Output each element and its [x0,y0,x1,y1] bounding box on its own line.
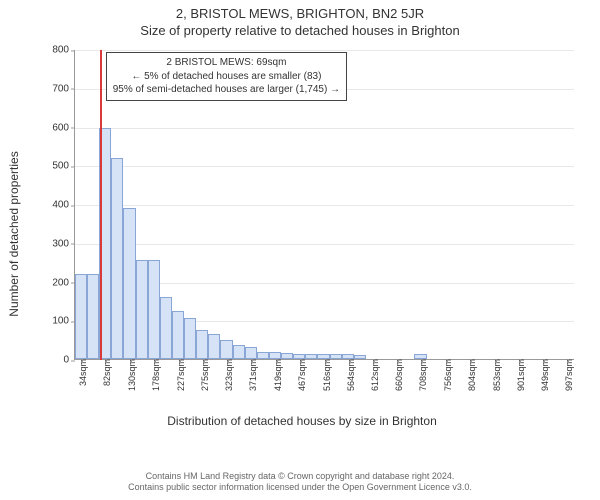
chart: Number of detached properties 0100200300… [22,44,582,424]
footer-line-1: Contains HM Land Registry data © Crown c… [0,471,600,483]
x-tick-label: 516sqm [320,359,332,391]
histogram-bar [172,311,184,359]
property-infobox: 2 BRISTOL MEWS: 69sqm← 5% of detached ho… [106,52,347,101]
x-axis-label: Distribution of detached houses by size … [22,414,582,428]
x-tick-label: 660sqm [392,359,404,391]
x-tick-label: 708sqm [416,359,428,391]
page-root: 2, BRISTOL MEWS, BRIGHTON, BN2 5JR Size … [0,0,600,500]
x-tick-label: 612sqm [368,359,380,391]
page-subtitle: Size of property relative to detached ho… [0,21,600,38]
histogram-bar [184,318,196,359]
footer-attribution: Contains HM Land Registry data © Crown c… [0,471,600,494]
histogram-bar [136,260,148,359]
x-tick-mark [496,359,497,363]
x-tick-label: 227sqm [174,359,186,391]
histogram-bar [111,158,123,360]
x-tick-mark [568,359,569,363]
y-tick-label: 0 [63,355,75,366]
histogram-bar [257,352,269,359]
x-tick-label: 178sqm [149,359,161,391]
y-tick-label: 800 [52,45,75,56]
x-tick-label: 275sqm [198,359,210,391]
x-tick-mark [228,359,229,363]
histogram-bar [233,345,245,359]
y-tick-label: 100 [52,316,75,327]
histogram-bar [305,354,317,359]
infobox-line-1: 2 BRISTOL MEWS: 69sqm [113,56,340,70]
x-tick-mark [520,359,521,363]
histogram-bar [87,274,99,359]
gridline [75,50,574,51]
x-tick-mark [447,359,448,363]
x-tick-mark [544,359,545,363]
x-tick-mark [350,359,351,363]
property-marker-line [100,50,102,360]
x-tick-mark [422,359,423,363]
x-tick-label: 564sqm [344,359,356,391]
x-tick-label: 804sqm [465,359,477,391]
histogram-bar [148,260,160,359]
x-tick-label: 901sqm [514,359,526,391]
histogram-bar [160,297,172,359]
x-tick-label: 467sqm [295,359,307,391]
y-tick-label: 700 [52,83,75,94]
x-tick-mark [131,359,132,363]
gridline [75,205,574,206]
x-tick-label: 130sqm [125,359,137,391]
histogram-bar [208,334,220,359]
x-tick-label: 853sqm [490,359,502,391]
x-tick-mark [106,359,107,363]
x-tick-label: 997sqm [562,359,574,391]
x-tick-mark [326,359,327,363]
gridline [75,166,574,167]
x-tick-label: 82sqm [100,359,112,386]
x-tick-mark [204,359,205,363]
y-tick-label: 500 [52,161,75,172]
y-tick-label: 400 [52,200,75,211]
x-tick-mark [252,359,253,363]
x-tick-mark [471,359,472,363]
y-tick-label: 300 [52,238,75,249]
infobox-line-3: 95% of semi-detached houses are larger (… [113,83,340,97]
gridline [75,244,574,245]
x-tick-mark [301,359,302,363]
y-tick-label: 200 [52,277,75,288]
x-tick-label: 34sqm [76,359,88,386]
x-tick-mark [155,359,156,363]
x-tick-mark [82,359,83,363]
x-tick-label: 419sqm [271,359,283,391]
x-tick-label: 371sqm [246,359,258,391]
x-tick-mark [180,359,181,363]
plot-area: 010020030040050060070080034sqm82sqm130sq… [74,50,574,360]
x-tick-label: 949sqm [538,359,550,391]
infobox-line-2: ← 5% of detached houses are smaller (83) [113,70,340,84]
x-tick-mark [398,359,399,363]
x-tick-label: 323sqm [222,359,234,391]
x-tick-mark [374,359,375,363]
y-axis-label: Number of detached properties [7,151,21,316]
histogram-bar [75,274,87,359]
footer-line-2: Contains public sector information licen… [0,482,600,494]
y-tick-label: 600 [52,122,75,133]
x-tick-mark [277,359,278,363]
page-title: 2, BRISTOL MEWS, BRIGHTON, BN2 5JR [0,0,600,21]
histogram-bar [196,330,208,359]
x-tick-label: 756sqm [441,359,453,391]
gridline [75,128,574,129]
histogram-bar [123,208,135,359]
